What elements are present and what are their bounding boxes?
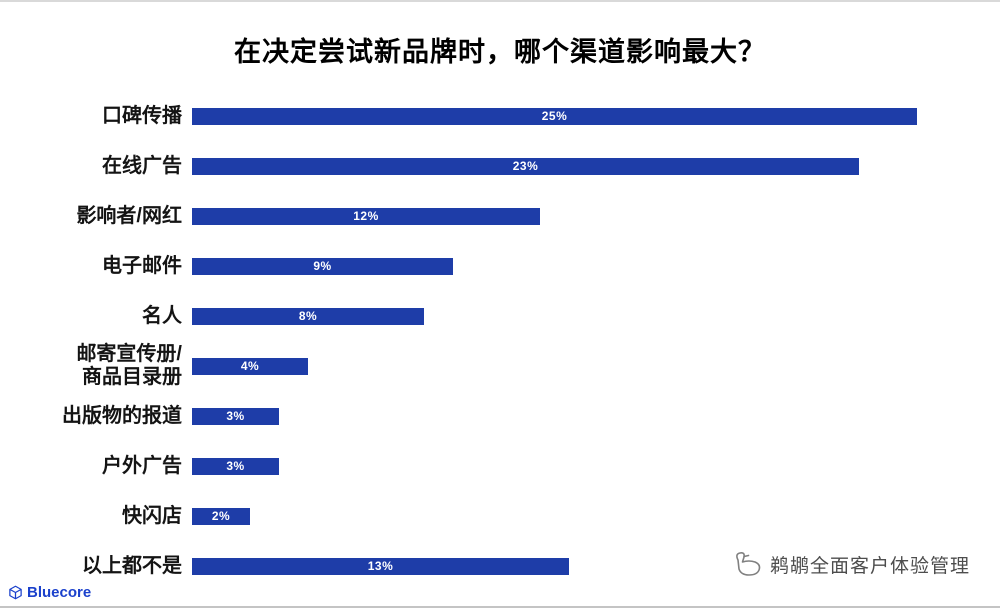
bar-value-label: 3% xyxy=(226,459,245,473)
chart-row: 以上都不是 13% xyxy=(0,541,1000,591)
bar-track: 9% xyxy=(192,257,1000,275)
category-label: 口碑传播 xyxy=(102,104,182,127)
chart-row: 在线广告 23% xyxy=(0,141,1000,191)
bar-value-label: 23% xyxy=(512,159,539,173)
bird-icon xyxy=(736,552,761,576)
bar-track: 3% xyxy=(192,457,1000,475)
bar-value-label: 4% xyxy=(240,359,260,373)
bar: 3% xyxy=(192,407,279,425)
chart-row: 出版物的报道 3% xyxy=(0,391,1000,441)
category-label: 影响者/网红 xyxy=(76,204,182,227)
brand-name: Bluecore xyxy=(27,584,92,601)
bar-value-label: 12% xyxy=(353,209,379,223)
category-label: 户外广告 xyxy=(102,454,182,477)
bar: 13% xyxy=(192,557,569,575)
bar-track: 23% xyxy=(192,157,1000,175)
chart-row: 口碑传播 25% xyxy=(0,91,1000,141)
category-label: 以上都不是 xyxy=(82,554,182,577)
bar-track: 8% xyxy=(192,307,1000,325)
bar: 3% xyxy=(192,457,279,475)
chart-row: 电子邮件 9% xyxy=(0,241,1000,291)
bar-value-label: 8% xyxy=(298,309,318,323)
category-label: 名人 xyxy=(142,304,182,327)
bar-value-label: 25% xyxy=(541,109,568,123)
chart-title: 在决定尝试新品牌时，哪个渠道影响最大？ xyxy=(234,37,766,67)
bar: 25% xyxy=(192,107,917,125)
bar-value-label: 3% xyxy=(226,409,245,423)
bar: 8% xyxy=(192,307,424,325)
watermark-text: 鹈鹕全面客户体验管理 xyxy=(769,555,970,577)
watermark: 鹈鹕全面客户体验管理 xyxy=(731,550,970,578)
category-label: 出版物的报道 xyxy=(62,404,182,427)
category-label: 在线广告 xyxy=(102,154,182,177)
category-label: 快闪店 xyxy=(122,504,182,527)
bar-value-label: 2% xyxy=(211,509,231,523)
chart-row: 快闪店 2% xyxy=(0,491,1000,541)
bar: 4% xyxy=(192,357,308,375)
bar-value-label: 13% xyxy=(367,559,394,573)
bluecore-logo: Bluecore xyxy=(8,584,91,601)
bar-track: 25% xyxy=(192,107,1000,125)
bar-track: 4% xyxy=(192,357,1000,375)
category-label: 邮寄宣传册/ 商品目录册 xyxy=(76,343,182,388)
chart-row: 影响者/网红 12% xyxy=(0,191,1000,241)
bar-track: 13% xyxy=(192,557,1000,575)
bar: 9% xyxy=(192,257,453,275)
bar-track: 12% xyxy=(192,207,1000,225)
bar: 2% xyxy=(192,507,250,525)
chart-row: 邮寄宣传册/ 商品目录册 4% xyxy=(0,341,1000,391)
bar: 23% xyxy=(192,157,859,175)
chart-row: 名人 8% xyxy=(0,291,1000,341)
bar-track: 2% xyxy=(192,507,1000,525)
category-label: 电子邮件 xyxy=(102,254,182,277)
bar-value-label: 9% xyxy=(313,259,332,273)
bar-chart: 口碑传播 25% 在线广告 23% 影响者/网红 12% 电子邮件 9% 名人 8% 邮寄宣传册/ … xyxy=(0,91,1000,591)
bar-track: 3% xyxy=(192,407,1000,425)
cube-icon xyxy=(9,585,22,600)
bar: 12% xyxy=(192,207,540,225)
chart-row: 户外广告 3% xyxy=(0,441,1000,491)
